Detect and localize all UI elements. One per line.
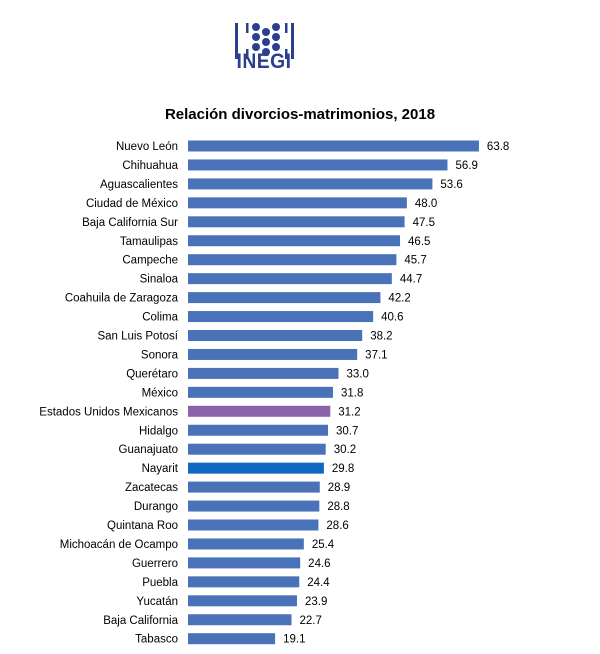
value-label-sonora: 37.1 [365,349,387,361]
category-label-durango: Durango [134,501,178,513]
value-label-chihuahua: 56.9 [455,160,477,172]
category-label-aguascalientes: Aguascalientes [100,179,178,191]
value-label-durango: 28.8 [327,501,349,513]
category-label-chihuahua: Chihuahua [122,160,178,172]
value-label-yucatan: 23.9 [305,596,327,608]
bar-queretaro [188,367,339,379]
value-label-campeche: 45.7 [404,255,426,267]
bar-chihuahua [188,159,448,171]
category-label-sinaloa: Sinaloa [140,274,179,286]
value-label-quintana-roo: 28.6 [326,520,348,532]
bar-guerrero [188,557,301,569]
category-label-yucatan: Yucatán [136,596,178,608]
bar-campeche [188,254,397,266]
bar-tamaulipas [188,235,401,247]
value-label-michoacan-de-ocampo: 25.4 [312,539,335,551]
bar-quintana-roo [188,519,319,531]
value-label-sinaloa: 44.7 [400,274,422,286]
bar-michoacan-de-ocampo [188,538,304,550]
category-label-tabasco: Tabasco [135,634,178,646]
category-label-baja-california: Baja California [103,615,178,627]
bar-nayarit [188,462,324,474]
category-label-estados-unidos-mexicanos: Estados Unidos Mexicanos [39,406,178,418]
category-label-colima: Colima [142,312,178,324]
category-label-san-luis-potosi: San Luis Potosí [97,331,178,343]
category-label-queretaro: Querétaro [126,368,178,380]
inegi-logo-text: INEGI [236,50,292,73]
category-label-tamaulipas: Tamaulipas [120,236,178,248]
bar-hidalgo [188,424,328,436]
category-label-campeche: Campeche [122,255,178,267]
bar-aguascalientes [188,178,433,190]
bar-baja-california-sur [188,216,405,228]
bar-estados-unidos-mexicanos [188,405,331,417]
category-label-hidalgo: Hidalgo [139,425,178,437]
bar-coahuila-de-zaragoza [188,292,381,304]
category-label-sonora: Sonora [141,349,179,361]
category-label-nuevo-leon: Nuevo León [116,141,178,153]
bar-guanajuato [188,443,326,455]
value-label-nayarit: 29.8 [332,463,354,475]
bar-puebla [188,576,300,588]
value-label-estados-unidos-mexicanos: 31.2 [338,406,360,418]
bar-ciudad-de-mexico [188,197,407,209]
value-label-ciudad-de-mexico: 48.0 [415,198,437,210]
value-label-guanajuato: 30.2 [334,444,356,456]
category-label-nayarit: Nayarit [142,463,179,475]
value-label-baja-california: 22.7 [300,615,322,627]
bar-sonora [188,348,358,360]
category-label-mexico: México [142,387,178,399]
value-label-tabasco: 19.1 [283,634,305,646]
value-label-guerrero: 24.6 [308,558,330,570]
bar-mexico [188,386,334,398]
category-label-michoacan-de-ocampo: Michoacán de Ocampo [60,539,178,551]
value-label-baja-california-sur: 47.5 [413,217,435,229]
value-label-puebla: 24.4 [307,577,330,589]
value-label-aguascalientes: 53.6 [440,179,462,191]
value-label-hidalgo: 30.7 [336,425,358,437]
bar-durango [188,500,320,512]
category-label-coahuila-de-zaragoza: Coahuila de Zaragoza [65,293,179,305]
category-label-ciudad-de-mexico: Ciudad de México [86,198,178,210]
category-label-zacatecas: Zacatecas [125,482,178,494]
bar-baja-california [188,614,292,626]
category-label-guerrero: Guerrero [132,558,178,570]
bar-sinaloa [188,273,392,285]
value-label-nuevo-leon: 63.8 [487,141,509,153]
bar-colima [188,311,374,323]
value-label-mexico: 31.8 [341,387,363,399]
value-label-colima: 40.6 [381,312,403,324]
chart-title: Relación divorcios-matrimonios, 2018 [164,106,436,123]
category-label-guanajuato: Guanajuato [119,444,178,456]
value-label-queretaro: 33.0 [346,368,368,380]
value-label-coahuila-de-zaragoza: 42.2 [388,293,410,305]
bar-tabasco [188,633,276,645]
bar-nuevo-leon [188,140,479,152]
bar-san-luis-potosi [188,330,363,341]
bar-yucatan [188,595,297,607]
bar-zacatecas [188,481,320,493]
value-label-san-luis-potosi: 38.2 [370,331,392,343]
category-label-baja-california-sur: Baja California Sur [82,217,178,229]
category-label-quintana-roo: Quintana Roo [107,520,178,532]
inegi-logo-icon [235,23,294,59]
value-label-zacatecas: 28.9 [328,482,350,494]
value-label-tamaulipas: 46.5 [408,236,430,248]
category-label-puebla: Puebla [142,577,178,589]
